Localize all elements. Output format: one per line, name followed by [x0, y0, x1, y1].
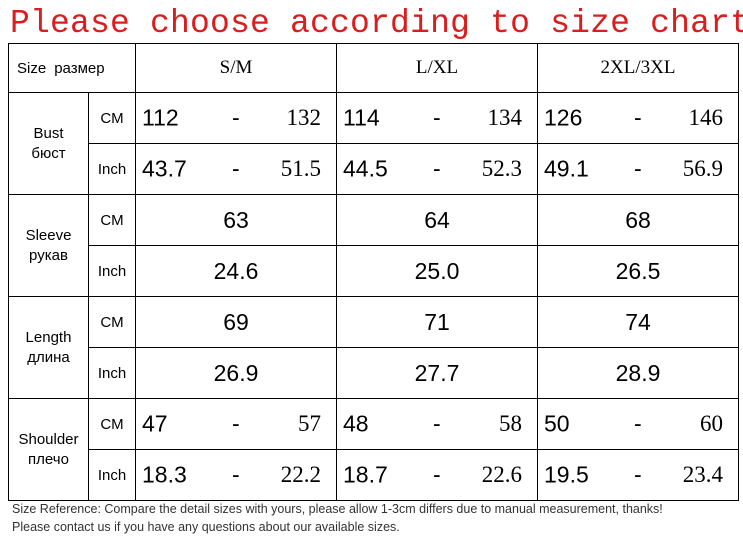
- row-label-sleeve: Sleeve рукав: [8, 194, 89, 297]
- size-header-cell: Size размер: [7, 43, 137, 93]
- range-dash: -: [433, 410, 441, 437]
- unit-label: Inch: [87, 245, 137, 297]
- range-cell: 114 - 134: [336, 92, 539, 144]
- table-row: Inch 43.7 - 51.5 44.5 - 52.3 49.1 - 56.9: [9, 143, 740, 195]
- value-cell: 68: [537, 194, 740, 246]
- range-high: 132: [286, 105, 322, 130]
- table-row: Inch 18.3 - 22.2 18.7 - 22.6 19.5 - 23.4: [9, 449, 740, 501]
- table-row: Sleeve рукав CM 63 64 68: [8, 194, 740, 297]
- range-high: 134: [487, 105, 523, 130]
- range-cell: 18.3 - 22.2: [135, 449, 338, 501]
- contact-note: Please contact us if you have any questi…: [12, 520, 400, 534]
- size-reference-note: Size Reference: Compare the detail sizes…: [12, 502, 663, 516]
- range-high: 56.9: [682, 156, 724, 181]
- range-low: 49.1: [544, 155, 589, 182]
- range-high: 57: [298, 411, 322, 436]
- row-label-bust: Bust бюст: [8, 92, 89, 195]
- table-row: Bust бюст CM 112 - 132 114 - 134 126 - 146: [8, 92, 740, 195]
- row-label-ru: бюст: [31, 144, 66, 162]
- range-high: 22.2: [280, 462, 322, 487]
- range-dash: -: [634, 155, 642, 182]
- range-dash: -: [433, 104, 441, 131]
- range-cell: 44.5 - 52.3: [336, 143, 539, 195]
- range-cell: 18.7 - 22.6: [336, 449, 539, 501]
- range-cell: 43.7 - 51.5: [135, 143, 338, 195]
- range-low: 48: [343, 410, 369, 437]
- range-low: 126: [544, 104, 583, 131]
- range-high: 60: [700, 411, 724, 436]
- page-title: Please choose according to size chart: [10, 5, 743, 42]
- range-low: 19.5: [544, 461, 589, 488]
- unit-label: CM: [87, 398, 137, 450]
- range-dash: -: [634, 410, 642, 437]
- size-column-header: L/XL: [336, 43, 539, 93]
- table-row: Length длина CM 69 71 74: [8, 296, 740, 399]
- unit-label: Inch: [87, 143, 137, 195]
- range-cell: 19.5 - 23.4: [537, 449, 740, 501]
- range-cell: 47 - 57: [135, 398, 338, 450]
- row-label-ru: рукав: [29, 246, 68, 264]
- table-row: Inch 26.9 27.7 28.9: [9, 347, 740, 399]
- range-cell: 50 - 60: [537, 398, 740, 450]
- row-label-ru: плечо: [28, 450, 69, 468]
- row-label-ru: длина: [27, 348, 70, 366]
- range-dash: -: [634, 461, 642, 488]
- range-cell: 48 - 58: [336, 398, 539, 450]
- unit-label: Inch: [87, 449, 137, 501]
- unit-label: CM: [87, 296, 137, 348]
- unit-label: CM: [87, 194, 137, 246]
- range-high: 52.3: [481, 156, 523, 181]
- range-dash: -: [232, 104, 240, 131]
- header-row: Size размер S/M L/XL 2XL/3XL: [7, 43, 740, 93]
- range-low: 50: [544, 410, 570, 437]
- size-chart-table: Size размер S/M L/XL 2XL/3XL Bust бюст CM…: [7, 43, 740, 501]
- range-low: 47: [142, 410, 168, 437]
- range-dash: -: [433, 155, 441, 182]
- value-cell: 74: [537, 296, 740, 348]
- range-high: 146: [688, 105, 724, 130]
- table-row: Inch 24.6 25.0 26.5: [9, 245, 740, 297]
- unit-label: Inch: [87, 347, 137, 399]
- range-dash: -: [232, 410, 240, 437]
- value-cell: 69: [135, 296, 338, 348]
- range-low: 43.7: [142, 155, 187, 182]
- row-label-en: Shoulder: [18, 430, 79, 448]
- value-cell: 71: [336, 296, 539, 348]
- range-low: 44.5: [343, 155, 388, 182]
- value-cell: 26.5: [537, 245, 740, 297]
- range-dash: -: [634, 104, 642, 131]
- row-label-en: Bust: [33, 124, 64, 142]
- range-low: 112: [142, 104, 179, 131]
- value-cell: 27.7: [336, 347, 539, 399]
- value-cell: 26.9: [135, 347, 338, 399]
- value-cell: 64: [336, 194, 539, 246]
- value-cell: 28.9: [537, 347, 740, 399]
- range-high: 22.6: [481, 462, 523, 487]
- range-high: 58: [499, 411, 523, 436]
- value-cell: 24.6: [135, 245, 338, 297]
- row-label-en: Sleeve: [25, 226, 72, 244]
- value-cell: 63: [135, 194, 338, 246]
- value-cell: 25.0: [336, 245, 539, 297]
- size-header-label-ru: размер: [54, 59, 105, 77]
- range-cell: 49.1 - 56.9: [537, 143, 740, 195]
- range-cell: 112 - 132: [135, 92, 338, 144]
- row-label-en: Length: [25, 328, 72, 346]
- range-high: 23.4: [682, 462, 724, 487]
- range-dash: -: [232, 155, 240, 182]
- range-low: 114: [343, 104, 380, 131]
- table-row: Shoulder плечо CM 47 - 57 48 - 58 50 - 60: [8, 398, 740, 501]
- range-dash: -: [433, 461, 441, 488]
- range-cell: 126 - 146: [537, 92, 740, 144]
- range-low: 18.3: [142, 461, 187, 488]
- row-label-length: Length длина: [8, 296, 89, 399]
- size-column-header: S/M: [135, 43, 338, 93]
- unit-label: CM: [87, 92, 137, 144]
- row-label-shoulder: Shoulder плечо: [8, 398, 89, 501]
- size-column-header: 2XL/3XL: [537, 43, 740, 93]
- range-dash: -: [232, 461, 240, 488]
- range-high: 51.5: [280, 156, 322, 181]
- size-header-label: Size: [17, 59, 47, 77]
- range-low: 18.7: [343, 461, 388, 488]
